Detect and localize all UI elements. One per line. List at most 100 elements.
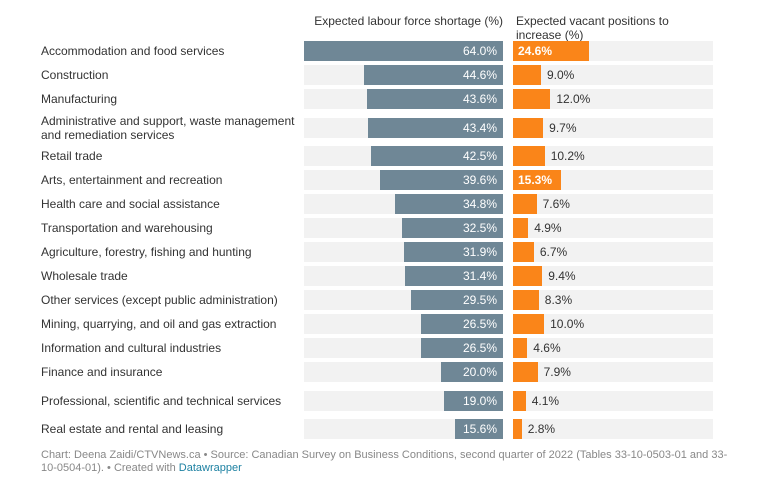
category-label: Manufacturing bbox=[41, 92, 118, 106]
category-label: Health care and social assistance bbox=[41, 197, 220, 211]
category-label: Accommodation and food services bbox=[41, 44, 225, 58]
labour-shortage-value: 26.5% bbox=[462, 341, 497, 355]
table-row: Arts, entertainment and recreation 39.6% 1… bbox=[0, 170, 772, 190]
table-row: Retail trade 42.5% 10.2% bbox=[0, 146, 772, 166]
labour-shortage-track: 31.9% bbox=[304, 242, 503, 262]
labour-shortage-value: 39.6% bbox=[462, 173, 497, 187]
labour-shortage-value: 43.6% bbox=[462, 92, 497, 106]
labour-shortage-track: 26.5% bbox=[304, 314, 503, 334]
table-row: Finance and insurance 20.0% 7.9% bbox=[0, 362, 772, 382]
table-row: Professional, scientific and technical s… bbox=[0, 386, 772, 415]
vacant-positions-bar bbox=[513, 419, 522, 439]
vacant-positions-bar bbox=[513, 338, 528, 358]
category-label: Agriculture, forestry, fishing and hunti… bbox=[41, 245, 252, 259]
labour-shortage-bar bbox=[420, 314, 503, 334]
category-label: Other services (except public administra… bbox=[41, 293, 278, 307]
labour-shortage-bar bbox=[370, 146, 503, 166]
vacant-positions-value: 9.4% bbox=[548, 269, 576, 283]
table-row: Mining, quarrying, and oil and gas extra… bbox=[0, 314, 772, 334]
vacant-positions-value: 9.7% bbox=[549, 120, 577, 135]
labour-shortage-value: 44.6% bbox=[462, 68, 497, 82]
labour-shortage-bar bbox=[379, 170, 503, 190]
vacant-positions-bar bbox=[513, 65, 541, 85]
vacant-positions-track: 4.9% bbox=[513, 218, 713, 238]
vacant-positions-value: 10.0% bbox=[550, 317, 585, 331]
labour-shortage-bar bbox=[405, 266, 503, 286]
labour-shortage-value: 42.5% bbox=[462, 149, 497, 163]
vacant-positions-value: 2.8% bbox=[527, 422, 556, 436]
chart-rows: Accommodation and food services 64.0% 24.6… bbox=[0, 41, 772, 443]
vacant-positions-track: 9.4% bbox=[513, 266, 713, 286]
vacant-positions-value: 4.6% bbox=[533, 341, 561, 355]
table-row: Administrative and support, waste manage… bbox=[0, 113, 772, 142]
labour-shortage-track: 39.6% bbox=[304, 170, 503, 190]
labour-shortage-value: 29.5% bbox=[462, 293, 497, 307]
column-header-labour-shortage: Expected labour force shortage (%) bbox=[314, 14, 503, 28]
labour-shortage-bar bbox=[401, 218, 503, 238]
table-row: Transportation and warehousing 32.5% 4.9% bbox=[0, 218, 772, 238]
vacant-positions-value: 8.3% bbox=[544, 293, 573, 307]
vacant-positions-value: 10.2% bbox=[550, 149, 585, 163]
labour-shortage-value: 34.8% bbox=[462, 197, 497, 211]
vacant-positions-track: 8.3% bbox=[513, 290, 713, 310]
category-label: Transportation and warehousing bbox=[41, 221, 213, 235]
vacant-positions-track: 7.6% bbox=[513, 194, 713, 214]
vacant-positions-bar bbox=[513, 266, 543, 286]
vacant-positions-value: 4.1% bbox=[531, 393, 560, 408]
labour-shortage-value: 32.5% bbox=[462, 221, 497, 235]
table-row: Manufacturing 43.6% 12.0% bbox=[0, 89, 772, 109]
category-label: Information and cultural industries bbox=[41, 341, 222, 355]
vacant-positions-bar bbox=[513, 170, 561, 190]
vacant-positions-value: 7.6% bbox=[542, 197, 570, 211]
vacant-positions-track: 4.6% bbox=[513, 338, 713, 358]
footer-source: Chart: Deena Zaidi/CTVNews.ca • Source: … bbox=[41, 449, 728, 474]
chart-footer: Chart: Deena Zaidi/CTVNews.ca • Source: … bbox=[41, 449, 731, 475]
category-label: Retail trade bbox=[41, 149, 103, 163]
labour-shortage-track: 19.0% bbox=[304, 390, 503, 411]
vacant-positions-bar bbox=[513, 146, 545, 166]
vacant-positions-track: 2.8% bbox=[513, 419, 713, 439]
vacant-positions-track: 12.0% bbox=[513, 89, 713, 109]
labour-shortage-bar bbox=[454, 419, 503, 439]
datawrapper-link[interactable]: Datawrapper bbox=[178, 462, 242, 474]
labour-shortage-bar bbox=[368, 117, 503, 138]
vacant-positions-value: 12.0% bbox=[556, 92, 591, 106]
table-row: Information and cultural industries 26.5%… bbox=[0, 338, 772, 358]
vacant-positions-track: 6.7% bbox=[513, 242, 713, 262]
vacant-positions-track: 9.7% bbox=[513, 117, 713, 138]
labour-shortage-bar bbox=[403, 242, 503, 262]
vacant-positions-bar bbox=[513, 89, 551, 109]
labour-shortage-track: 42.5% bbox=[304, 146, 503, 166]
labour-shortage-bar bbox=[443, 390, 503, 411]
labour-shortage-track: 31.4% bbox=[304, 266, 503, 286]
table-row: Accommodation and food services 64.0% 24.6… bbox=[0, 41, 772, 61]
vacant-positions-track: 4.1% bbox=[513, 390, 713, 411]
labour-shortage-bar bbox=[364, 65, 503, 85]
category-label: Mining, quarrying, and oil and gas extra… bbox=[41, 317, 277, 331]
vacant-positions-track: 10.0% bbox=[513, 314, 713, 334]
category-label: Construction bbox=[41, 68, 109, 82]
vacant-positions-bar bbox=[513, 41, 590, 61]
labour-shortage-bar bbox=[411, 290, 503, 310]
category-label: Finance and insurance bbox=[41, 365, 163, 379]
vacant-positions-bar bbox=[513, 390, 526, 411]
labour-shortage-track: 44.6% bbox=[304, 65, 503, 85]
vacant-positions-bar bbox=[513, 290, 539, 310]
category-label: Professional, scientific and technical s… bbox=[41, 393, 282, 408]
labour-shortage-track: 64.0% bbox=[304, 41, 503, 61]
table-row: Other services (except public administra… bbox=[0, 290, 772, 310]
labour-shortage-bar bbox=[304, 41, 503, 61]
vacant-positions-bar bbox=[513, 194, 537, 214]
vacant-positions-track: 15.3% bbox=[513, 170, 713, 190]
vacant-positions-bar bbox=[513, 242, 534, 262]
table-row: Real estate and rental and leasing 15.6% 2… bbox=[0, 419, 772, 439]
vacant-positions-bar bbox=[513, 362, 538, 382]
labour-shortage-track: 29.5% bbox=[304, 290, 503, 310]
category-label: Administrative and support, waste manage… bbox=[41, 113, 295, 142]
labour-shortage-value: 20.0% bbox=[462, 365, 497, 379]
labour-shortage-value: 64.0% bbox=[462, 44, 497, 58]
labour-shortage-bar bbox=[367, 89, 503, 109]
table-row: Wholesale trade 31.4% 9.4% bbox=[0, 266, 772, 286]
category-label: Real estate and rental and leasing bbox=[41, 422, 224, 436]
